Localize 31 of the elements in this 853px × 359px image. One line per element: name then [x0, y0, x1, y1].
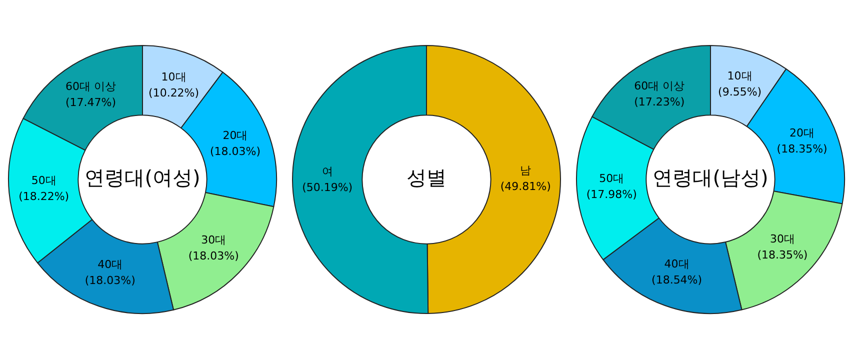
data-label: (50.19%) — [302, 180, 353, 194]
slice-label: 30대 — [770, 232, 795, 246]
data-label: (18.03%) — [188, 249, 239, 262]
slice-label: 60대 이상 — [634, 79, 685, 92]
slice-label: 60대 이상 — [66, 80, 116, 93]
data-label: (18.35%) — [776, 142, 828, 156]
slice-label: 40대 — [664, 258, 690, 271]
slice-label: 40대 — [98, 258, 123, 272]
slice-label: 10대 — [161, 70, 186, 84]
slice-label: 10대 — [727, 70, 752, 83]
text: 연령대(남성) — [652, 166, 768, 190]
slice-label: 30대 — [201, 233, 226, 246]
data-label: (18.22%) — [18, 190, 70, 204]
data-label: (18.03%) — [84, 274, 136, 288]
data-label: (49.81%) — [500, 180, 551, 193]
data-label: (9.55%) — [718, 86, 762, 99]
slice-label: 20대 — [222, 129, 248, 142]
slice-label: 남 — [520, 164, 532, 177]
slice-label: 여 — [322, 164, 333, 178]
data-label: (17.98%) — [586, 188, 637, 201]
text: 연령대(여성) — [84, 166, 200, 190]
slice-label: 50대 — [31, 174, 56, 188]
slice-label: 20대 — [790, 126, 815, 140]
data-label: (17.47%) — [66, 96, 116, 109]
data-label: (17.23%) — [634, 95, 685, 108]
text: 성별 — [406, 166, 446, 190]
data-label: (10.22%) — [148, 86, 200, 100]
data-label: (18.54%) — [652, 274, 702, 287]
slice-label: 50대 — [599, 172, 624, 185]
data-label: (18.03%) — [210, 145, 260, 158]
data-label: (18.35%) — [757, 248, 808, 262]
